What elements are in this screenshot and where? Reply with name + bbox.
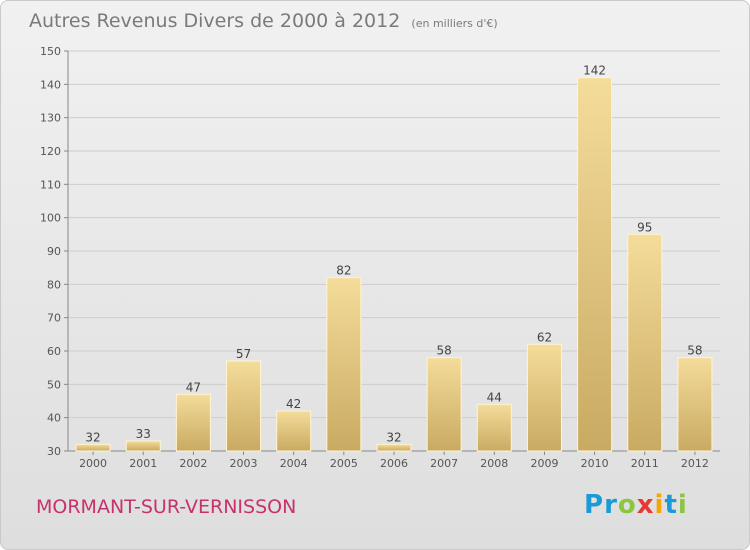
y-tick-label: 140 (40, 78, 61, 91)
brand-letter: i (677, 490, 688, 520)
brand-letter: i (654, 490, 665, 520)
y-tick-label: 50 (47, 378, 61, 391)
bar (627, 233, 663, 452)
x-tick-label: 2001 (129, 457, 157, 470)
y-tick-label: 130 (40, 112, 61, 125)
x-tick-label: 2002 (179, 457, 207, 470)
x-tick-label: 2007 (430, 457, 458, 470)
chart-title: Autres Revenus Divers de 2000 à 2012 (29, 10, 401, 32)
bar-value-label: 47 (186, 380, 201, 394)
bar-value-label: 58 (687, 344, 702, 358)
bar (175, 393, 211, 452)
x-tick-label: 2000 (79, 457, 107, 470)
y-tick-label: 30 (47, 445, 61, 458)
bars (75, 77, 713, 452)
bar (376, 443, 412, 452)
y-tick-label: 90 (47, 245, 61, 258)
y-tick-label: 120 (40, 145, 61, 158)
bar-value-label: 82 (336, 264, 351, 278)
bar-value-label: 95 (637, 220, 652, 234)
x-tick-label: 2004 (280, 457, 308, 470)
bar-value-label: 44 (487, 390, 502, 404)
bar-value-label: 57 (236, 347, 251, 361)
bar (276, 410, 312, 452)
bar (326, 277, 362, 452)
bar-value-label: 33 (136, 427, 151, 441)
x-tick-label: 2011 (631, 457, 659, 470)
y-tick-label: 110 (40, 178, 61, 191)
y-tick-label: 60 (47, 345, 61, 358)
chart-unit: (en milliers d'€) (411, 17, 498, 30)
y-tick-label: 150 (40, 45, 61, 58)
bar-value-label: 32 (386, 430, 401, 444)
bar (526, 343, 562, 452)
chart-title-block: Autres Revenus Divers de 2000 à 2012 (en… (29, 10, 498, 32)
x-tick-label: 2012 (681, 457, 709, 470)
bar (476, 403, 512, 452)
brand-letter: x (636, 490, 655, 520)
x-tick-label: 2006 (380, 457, 408, 470)
bar-value-label: 142 (583, 64, 606, 78)
commune-name: MORMANT-SUR-VERNISSON (36, 496, 297, 518)
x-tick-label: 2009 (530, 457, 558, 470)
grid-lines (68, 50, 720, 452)
axes (64, 50, 720, 455)
bar-value-label: 62 (537, 330, 552, 344)
bar-value-label: 58 (437, 344, 452, 358)
brand-letter: P (584, 490, 605, 520)
bar (75, 443, 111, 452)
bar (677, 357, 713, 452)
bar (577, 77, 613, 452)
y-tick-label: 80 (47, 278, 61, 291)
bar (125, 440, 161, 452)
y-tick-label: 40 (47, 412, 61, 425)
x-tick-label: 2008 (480, 457, 508, 470)
y-tick-label: 100 (40, 212, 61, 225)
brand-letter: r (604, 490, 618, 520)
bar (226, 360, 262, 452)
bar-value-label: 32 (85, 430, 100, 444)
brand-letter: t (664, 490, 678, 520)
x-tick-label: 2010 (581, 457, 609, 470)
brand-letter: o (617, 490, 637, 520)
bar (426, 357, 462, 452)
brand-logo: Proxiti (584, 490, 688, 520)
bar-value-label: 42 (286, 397, 301, 411)
x-tick-label: 2005 (330, 457, 358, 470)
x-tick-label: 2003 (230, 457, 258, 470)
y-tick-label: 70 (47, 312, 61, 325)
labels: 30 40 50 60 70 80 90 100 110 120 130 140 150 32 2000 33… (40, 45, 709, 470)
